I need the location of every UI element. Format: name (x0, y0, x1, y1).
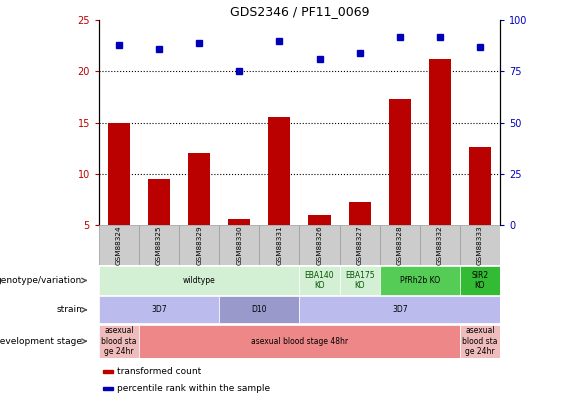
Text: GSM88328: GSM88328 (397, 225, 403, 265)
Text: asexual blood stage 48hr: asexual blood stage 48hr (251, 337, 348, 346)
Bar (429, 59, 451, 225)
Bar (299, 225, 340, 265)
Bar (460, 325, 500, 358)
Bar (469, 147, 491, 225)
Bar (308, 215, 331, 225)
Bar (420, 225, 460, 265)
Text: GSM88327: GSM88327 (357, 225, 363, 265)
Bar (380, 266, 460, 295)
Text: GSM88333: GSM88333 (477, 225, 483, 265)
Bar (103, 387, 113, 390)
Bar (179, 225, 219, 265)
Text: PfRh2b KO: PfRh2b KO (399, 276, 440, 285)
Text: EBA140
KO: EBA140 KO (305, 271, 334, 290)
Text: development stage: development stage (0, 337, 82, 346)
Bar (219, 225, 259, 265)
Bar (460, 266, 500, 295)
Title: GDS2346 / PF11_0069: GDS2346 / PF11_0069 (230, 5, 369, 18)
Bar (103, 370, 113, 373)
Text: 3D7: 3D7 (392, 305, 407, 314)
Bar (460, 225, 500, 265)
Bar (99, 225, 139, 265)
Bar (99, 266, 299, 295)
Text: GSM88326: GSM88326 (316, 225, 323, 265)
Text: asexual
blood sta
ge 24hr: asexual blood sta ge 24hr (462, 326, 498, 356)
Text: D10: D10 (251, 305, 267, 314)
Bar (299, 266, 340, 295)
Bar (259, 225, 299, 265)
Bar (139, 325, 460, 358)
Text: strain: strain (56, 305, 82, 314)
Text: GSM88329: GSM88329 (196, 225, 202, 265)
Bar (340, 225, 380, 265)
Bar (108, 122, 130, 225)
Text: GSM88330: GSM88330 (236, 225, 242, 265)
Text: transformed count: transformed count (117, 367, 201, 376)
Bar (268, 117, 290, 225)
Text: GSM88325: GSM88325 (156, 225, 162, 265)
Text: GSM88324: GSM88324 (116, 225, 122, 265)
Text: GSM88332: GSM88332 (437, 225, 443, 265)
Text: genotype/variation: genotype/variation (0, 276, 82, 285)
Bar (228, 219, 250, 225)
Bar (139, 225, 179, 265)
Bar (389, 99, 411, 225)
Bar (340, 266, 380, 295)
Text: EBA175
KO: EBA175 KO (345, 271, 375, 290)
Text: wildtype: wildtype (183, 276, 215, 285)
Bar (99, 325, 139, 358)
Text: GSM88331: GSM88331 (276, 225, 282, 265)
Bar (349, 202, 371, 225)
Bar (99, 296, 219, 324)
Text: asexual
blood sta
ge 24hr: asexual blood sta ge 24hr (101, 326, 137, 356)
Bar (380, 225, 420, 265)
Bar (299, 296, 500, 324)
Text: 3D7: 3D7 (151, 305, 167, 314)
Text: percentile rank within the sample: percentile rank within the sample (117, 384, 270, 393)
Bar (219, 296, 299, 324)
Text: SIR2
KO: SIR2 KO (471, 271, 489, 290)
Bar (148, 179, 170, 225)
Bar (188, 153, 210, 225)
